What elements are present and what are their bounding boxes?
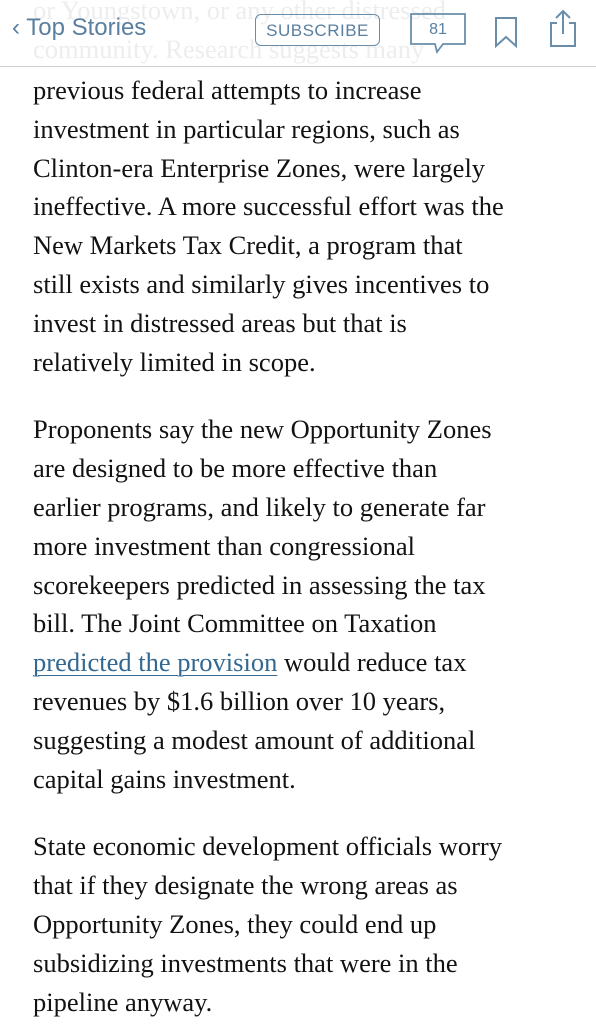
text-line: invest in distressed areas but that is [33,307,407,338]
nav-bar: ‹ Top Stories SUBSCRIBE 81 [0,0,596,67]
text-line: that if they designate the wrong areas a… [33,870,458,901]
text-line: Opportunity Zones, they could end up [33,909,437,939]
text-line: New Markets Tax Credit, a program that [33,230,463,261]
comment-icon[interactable] [405,10,471,56]
text-line: earlier programs, and likely to generate… [33,492,486,522]
share-icon[interactable] [548,8,578,48]
text-line: State economic development officials wor… [33,831,503,862]
text: would reduce tax [283,647,467,678]
link[interactable]: predicted the provision [33,647,278,678]
text-line: capital gains investment. [33,763,296,794]
comment-count: 81 [429,21,447,38]
text-line: bill. The Joint Committee on Taxation [33,608,437,639]
text-line: Proponents say the new Opportunity Zones [33,414,492,445]
text-line: scorekeepers predicted in assessing the … [33,569,486,600]
text-line: relatively limited in scope. [33,346,316,377]
subscribe-button[interactable]: SUBSCRIBE [255,14,380,46]
text-line: suggesting a modest amount of additional [33,724,476,755]
back-button[interactable]: ‹ Top Stories [12,14,147,41]
text-line: still exists and similarly gives incenti… [33,269,490,299]
text-line: Clinton-era Enterprise Zones, were large… [33,152,486,183]
text-line: previous federal attempts to increase [33,75,422,105]
text-line: investment in particular regions, such a… [33,113,460,144]
text-line: subsidizing investments that were in the [33,947,458,978]
text-line: more investment than congressional [33,530,415,561]
text-line: are designed to be more effective than [33,453,438,484]
text-line: ineffective. A more successful effort wa… [33,191,504,222]
bookmark-icon[interactable] [494,16,518,48]
text-line: predicted the provision would reduce tax [33,643,466,682]
back-label: Top Stories [26,14,147,41]
text-line: revenues by $1.6 billion over 10 years, [33,686,446,716]
text-line: pipeline anyway. [33,986,213,1017]
